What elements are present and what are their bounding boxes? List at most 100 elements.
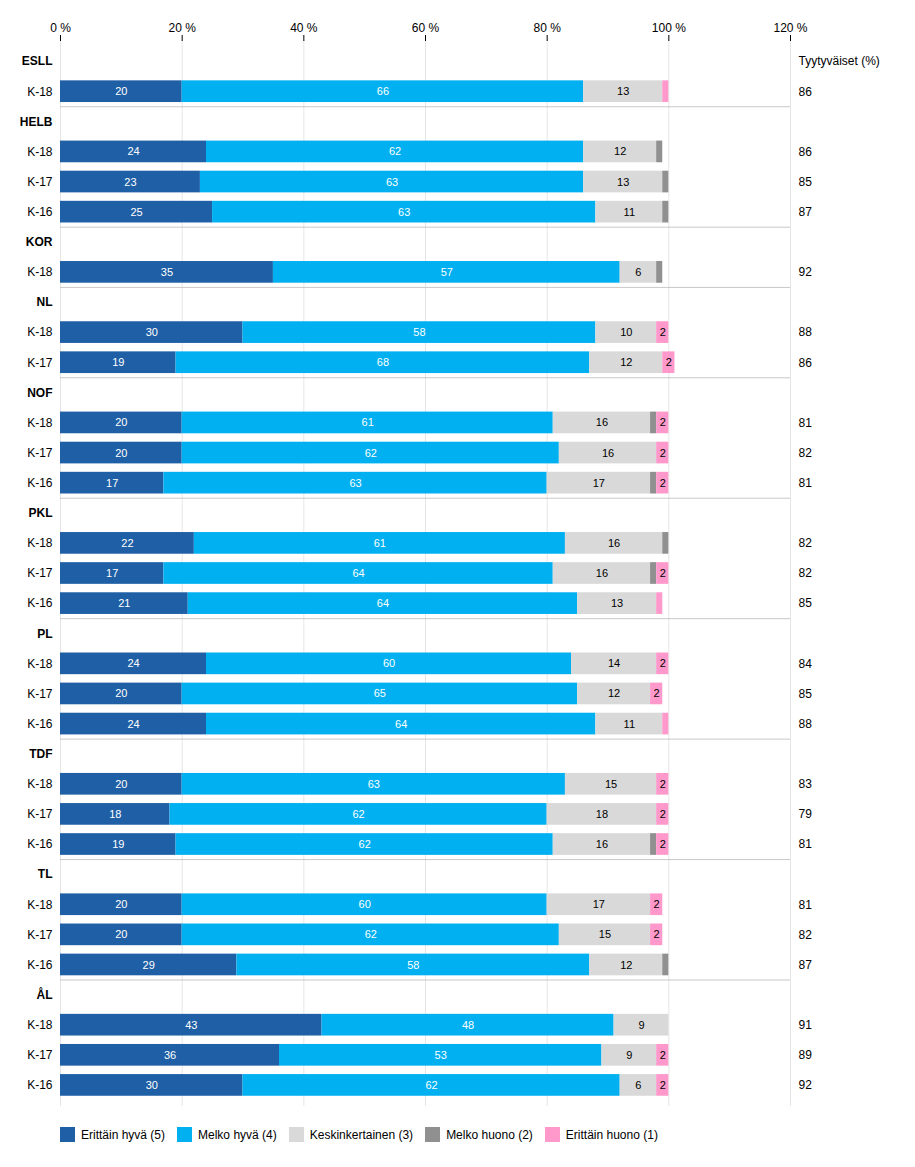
svg-text:2: 2 — [660, 447, 666, 459]
svg-text:92: 92 — [799, 1078, 813, 1092]
svg-text:86: 86 — [799, 145, 813, 159]
svg-text:17: 17 — [593, 477, 605, 489]
svg-text:K-16: K-16 — [27, 476, 53, 490]
svg-text:20 %: 20 % — [168, 21, 196, 35]
svg-text:58: 58 — [407, 958, 419, 970]
svg-text:24: 24 — [127, 145, 139, 157]
svg-text:64: 64 — [352, 567, 364, 579]
svg-text:40 %: 40 % — [290, 21, 318, 35]
svg-text:K-17: K-17 — [27, 687, 53, 701]
svg-text:62: 62 — [352, 808, 364, 820]
svg-text:92: 92 — [799, 265, 813, 279]
svg-text:81: 81 — [799, 898, 813, 912]
svg-text:K-18: K-18 — [27, 265, 53, 279]
svg-text:29: 29 — [143, 958, 155, 970]
svg-text:87: 87 — [799, 958, 813, 972]
svg-text:83: 83 — [799, 777, 813, 791]
svg-text:2: 2 — [660, 1049, 666, 1061]
svg-text:2: 2 — [654, 687, 660, 699]
svg-text:K-18: K-18 — [27, 1018, 53, 1032]
svg-text:79: 79 — [799, 807, 813, 821]
svg-text:PKL: PKL — [29, 506, 53, 520]
svg-text:63: 63 — [386, 176, 398, 188]
svg-text:20: 20 — [115, 928, 127, 940]
svg-text:85: 85 — [799, 596, 813, 610]
svg-text:15: 15 — [605, 778, 617, 790]
svg-text:57: 57 — [441, 266, 453, 278]
svg-text:12: 12 — [620, 356, 632, 368]
svg-text:62: 62 — [389, 145, 401, 157]
svg-text:16: 16 — [608, 537, 620, 549]
svg-text:60: 60 — [383, 657, 395, 669]
svg-text:36: 36 — [164, 1049, 176, 1061]
svg-text:K-16: K-16 — [27, 717, 53, 731]
svg-text:62: 62 — [365, 928, 377, 940]
svg-text:85: 85 — [799, 687, 813, 701]
svg-text:43: 43 — [185, 1019, 197, 1031]
svg-text:24: 24 — [127, 718, 139, 730]
svg-text:88: 88 — [799, 717, 813, 731]
svg-text:12: 12 — [620, 958, 632, 970]
svg-text:35: 35 — [161, 266, 173, 278]
svg-text:62: 62 — [425, 1079, 437, 1091]
svg-text:9: 9 — [638, 1019, 644, 1031]
svg-text:58: 58 — [413, 326, 425, 338]
svg-text:20: 20 — [115, 778, 127, 790]
svg-text:20: 20 — [115, 85, 127, 97]
svg-text:86: 86 — [799, 85, 813, 99]
svg-text:10: 10 — [620, 326, 632, 338]
svg-text:18: 18 — [596, 808, 608, 820]
svg-text:20: 20 — [115, 687, 127, 699]
svg-text:2: 2 — [660, 657, 666, 669]
svg-text:9: 9 — [626, 1049, 632, 1061]
svg-text:60 %: 60 % — [412, 21, 440, 35]
svg-text:20: 20 — [115, 416, 127, 428]
svg-text:30: 30 — [146, 326, 158, 338]
svg-text:82: 82 — [799, 566, 813, 580]
svg-text:2: 2 — [660, 1079, 666, 1091]
svg-text:K-18: K-18 — [27, 85, 53, 99]
svg-text:17: 17 — [106, 567, 118, 579]
svg-text:2: 2 — [660, 808, 666, 820]
svg-text:48: 48 — [462, 1019, 474, 1031]
svg-text:68: 68 — [377, 356, 389, 368]
svg-text:ÅL: ÅL — [37, 987, 53, 1002]
svg-text:K-17: K-17 — [27, 566, 53, 580]
svg-text:KOR: KOR — [26, 235, 53, 249]
svg-text:17: 17 — [593, 898, 605, 910]
svg-text:K-18: K-18 — [27, 145, 53, 159]
svg-text:64: 64 — [377, 597, 389, 609]
svg-text:88: 88 — [799, 325, 813, 339]
svg-text:K-16: K-16 — [27, 837, 53, 851]
svg-text:2: 2 — [660, 326, 666, 338]
svg-text:Tyytyväiset (%): Tyytyväiset (%) — [799, 54, 880, 68]
svg-text:80 %: 80 % — [533, 21, 561, 35]
svg-text:20: 20 — [115, 447, 127, 459]
svg-text:64: 64 — [395, 718, 407, 730]
svg-text:82: 82 — [799, 446, 813, 460]
svg-text:K-17: K-17 — [27, 356, 53, 370]
svg-text:K-17: K-17 — [27, 807, 53, 821]
svg-text:63: 63 — [368, 778, 380, 790]
svg-text:24: 24 — [127, 657, 139, 669]
svg-text:0 %: 0 % — [50, 21, 71, 35]
svg-text:85: 85 — [799, 175, 813, 189]
svg-text:K-16: K-16 — [27, 1078, 53, 1092]
svg-text:2: 2 — [660, 567, 666, 579]
svg-text:ESLL: ESLL — [22, 54, 53, 68]
svg-text:25: 25 — [130, 206, 142, 218]
svg-text:14: 14 — [608, 657, 620, 669]
svg-text:91: 91 — [799, 1018, 813, 1032]
svg-text:16: 16 — [596, 838, 608, 850]
svg-text:17: 17 — [106, 477, 118, 489]
svg-text:100 %: 100 % — [652, 21, 686, 35]
svg-text:61: 61 — [362, 416, 374, 428]
svg-text:K-18: K-18 — [27, 536, 53, 550]
svg-text:16: 16 — [602, 447, 614, 459]
svg-text:K-17: K-17 — [27, 446, 53, 460]
svg-text:K-16: K-16 — [27, 596, 53, 610]
svg-text:K-18: K-18 — [27, 657, 53, 671]
svg-text:81: 81 — [799, 416, 813, 430]
svg-text:2: 2 — [666, 356, 672, 368]
svg-text:82: 82 — [799, 536, 813, 550]
